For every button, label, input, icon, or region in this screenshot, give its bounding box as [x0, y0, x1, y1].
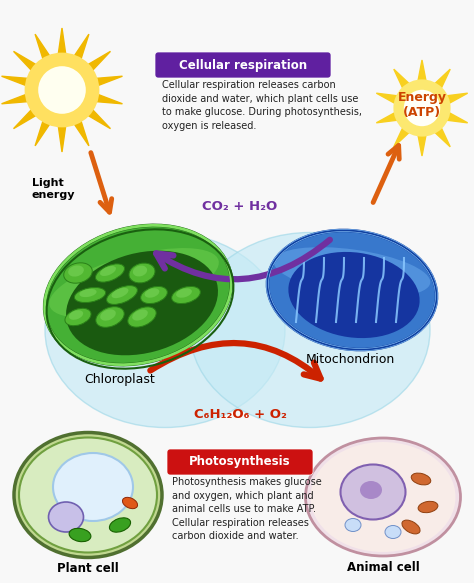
Ellipse shape: [96, 307, 124, 327]
Ellipse shape: [45, 225, 231, 365]
Ellipse shape: [393, 79, 451, 136]
Ellipse shape: [74, 287, 106, 303]
Text: Light
energy: Light energy: [32, 178, 75, 199]
Ellipse shape: [48, 502, 83, 532]
Text: Mitochondrion: Mitochondrion: [305, 353, 395, 366]
Text: C₆H₁₂O₆ + O₂: C₆H₁₂O₆ + O₂: [193, 409, 286, 422]
Ellipse shape: [95, 264, 125, 282]
Ellipse shape: [340, 465, 405, 519]
Ellipse shape: [306, 438, 461, 556]
Ellipse shape: [345, 518, 361, 532]
FancyBboxPatch shape: [155, 52, 331, 78]
Text: Energy
(ATP): Energy (ATP): [398, 91, 447, 119]
Ellipse shape: [141, 286, 167, 304]
Ellipse shape: [288, 252, 419, 338]
Ellipse shape: [69, 310, 83, 320]
Ellipse shape: [25, 52, 100, 128]
Ellipse shape: [411, 473, 431, 485]
Text: Photosynthesis makes glucose
and oxygen, which plant and
animal cells use to mak: Photosynthesis makes glucose and oxygen,…: [172, 477, 322, 542]
Ellipse shape: [418, 501, 438, 512]
Ellipse shape: [122, 497, 137, 508]
Ellipse shape: [133, 265, 147, 276]
Ellipse shape: [45, 233, 285, 427]
Ellipse shape: [109, 518, 130, 532]
Text: Chloroplast: Chloroplast: [85, 373, 155, 386]
FancyBboxPatch shape: [167, 449, 313, 475]
Ellipse shape: [53, 453, 133, 521]
Ellipse shape: [38, 66, 86, 114]
Ellipse shape: [107, 286, 137, 304]
Ellipse shape: [404, 90, 440, 126]
Ellipse shape: [132, 310, 148, 321]
Ellipse shape: [360, 481, 382, 499]
Ellipse shape: [64, 263, 92, 283]
Ellipse shape: [19, 437, 157, 553]
Ellipse shape: [128, 307, 156, 327]
Ellipse shape: [176, 288, 192, 298]
Ellipse shape: [100, 266, 116, 276]
Ellipse shape: [49, 248, 219, 318]
Ellipse shape: [80, 289, 97, 297]
Ellipse shape: [145, 288, 159, 298]
Ellipse shape: [267, 230, 437, 350]
Ellipse shape: [273, 247, 430, 297]
Polygon shape: [1, 28, 122, 152]
Ellipse shape: [172, 286, 201, 304]
Polygon shape: [376, 60, 468, 156]
Ellipse shape: [111, 288, 128, 298]
Text: CO₂ + H₂O: CO₂ + H₂O: [202, 201, 278, 213]
Text: Cellular respiration: Cellular respiration: [179, 58, 307, 72]
Ellipse shape: [100, 310, 116, 321]
Text: Cellular respiration releases carbon
dioxide and water, which plant cells use
to: Cellular respiration releases carbon dio…: [162, 80, 362, 131]
Ellipse shape: [65, 308, 91, 326]
Ellipse shape: [66, 251, 218, 355]
Ellipse shape: [385, 525, 401, 539]
Ellipse shape: [68, 265, 84, 276]
Text: Photosynthesis: Photosynthesis: [189, 455, 291, 469]
Ellipse shape: [14, 433, 162, 557]
Text: Plant cell: Plant cell: [57, 562, 119, 575]
Ellipse shape: [402, 520, 420, 534]
Ellipse shape: [310, 442, 456, 552]
Ellipse shape: [69, 528, 91, 542]
Ellipse shape: [190, 233, 430, 427]
Ellipse shape: [129, 263, 155, 283]
Text: Animal cell: Animal cell: [346, 561, 419, 574]
